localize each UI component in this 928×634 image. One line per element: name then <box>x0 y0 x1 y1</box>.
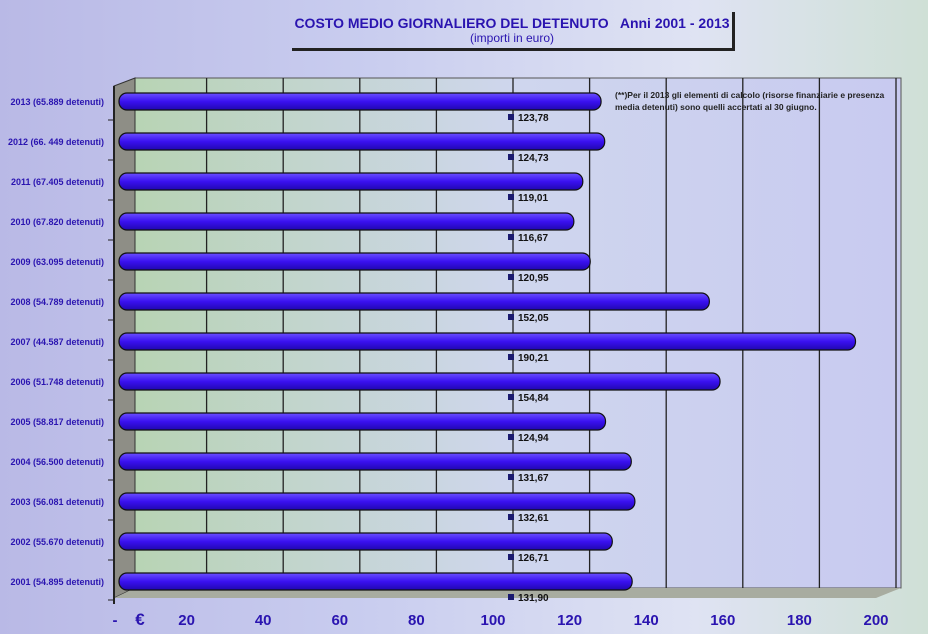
value-marker <box>508 194 514 200</box>
value-label: 123,78 <box>518 113 549 124</box>
value-marker <box>508 114 514 120</box>
bar <box>118 332 857 351</box>
x-tick-label: 20 <box>178 612 195 629</box>
value-marker <box>508 514 514 520</box>
x-tick-label: - <box>113 612 118 629</box>
value-label: 126,71 <box>518 553 549 564</box>
category-label: 2012 (66. 449 detenuti) <box>8 137 104 147</box>
chart-note: (**)Per il 2013 gli elementi di calcolo … <box>615 90 885 112</box>
bar <box>118 252 591 271</box>
category-label: 2006 (51.748 detenuti) <box>10 377 104 387</box>
value-label: 124,73 <box>518 153 549 164</box>
bar <box>118 92 602 111</box>
value-marker <box>508 594 514 600</box>
category-label: 2002 (55.670 detenuti) <box>10 537 104 547</box>
category-label: 2013 (65.889 detenuti) <box>10 97 104 107</box>
category-label: 2005 (58.817 detenuti) <box>10 417 104 427</box>
chart-title: COSTO MEDIO GIORNALIERO DEL DETENUTO Ann… <box>294 15 730 31</box>
bar <box>118 372 721 391</box>
x-tick-label: 200 <box>863 612 888 629</box>
bar <box>118 532 613 551</box>
x-tick-label: 60 <box>331 612 348 629</box>
category-label: 2007 (44.587 detenuti) <box>10 337 104 347</box>
bar <box>118 572 633 591</box>
x-unit-label: € <box>135 610 145 629</box>
bar <box>118 132 606 151</box>
x-tick-label: 40 <box>255 612 272 629</box>
value-label: 131,90 <box>518 593 549 604</box>
value-label: 124,94 <box>518 433 549 444</box>
chart-title-box: COSTO MEDIO GIORNALIERO DEL DETENUTO Ann… <box>292 12 735 51</box>
value-label: 131,67 <box>518 473 549 484</box>
category-label: 2004 (56.500 detenuti) <box>10 457 104 467</box>
value-marker <box>508 274 514 280</box>
value-marker <box>508 154 514 160</box>
category-label: 2011 (67.405 detenuti) <box>11 177 104 187</box>
value-marker <box>508 434 514 440</box>
value-marker <box>508 474 514 480</box>
category-label: 2010 (67.820 detenuti) <box>10 217 104 227</box>
category-label: 2003 (56.081 detenuti) <box>10 497 104 507</box>
value-label: 190,21 <box>518 353 549 364</box>
bar <box>118 492 636 511</box>
value-label: 116,67 <box>518 233 548 244</box>
chart-subtitle: (importi in euro) <box>469 31 555 45</box>
x-tick-label: 180 <box>787 612 812 629</box>
bar <box>118 452 632 471</box>
x-tick-label: 160 <box>710 612 735 629</box>
value-label: 132,61 <box>518 513 549 524</box>
value-label: 152,05 <box>518 313 549 324</box>
bar <box>118 212 575 231</box>
value-marker <box>508 554 514 560</box>
x-tick-label: 140 <box>634 612 659 629</box>
category-label: 2008 (54.789 detenuti) <box>10 297 104 307</box>
category-label: 2009 (63.095 detenuti) <box>10 257 104 267</box>
value-label: 120,95 <box>518 273 549 284</box>
value-marker <box>508 314 514 320</box>
bar <box>118 412 607 431</box>
bar <box>118 292 710 311</box>
x-tick-label: 100 <box>480 612 505 629</box>
bar <box>118 172 584 191</box>
category-label: 2001 (54.895 detenuti) <box>10 577 104 587</box>
value-label: 154,84 <box>518 393 549 404</box>
value-marker <box>508 394 514 400</box>
x-tick-label: 120 <box>557 612 582 629</box>
value-marker <box>508 354 514 360</box>
value-marker <box>508 234 514 240</box>
x-tick-label: 80 <box>408 612 425 629</box>
value-label: 119,01 <box>518 193 548 204</box>
